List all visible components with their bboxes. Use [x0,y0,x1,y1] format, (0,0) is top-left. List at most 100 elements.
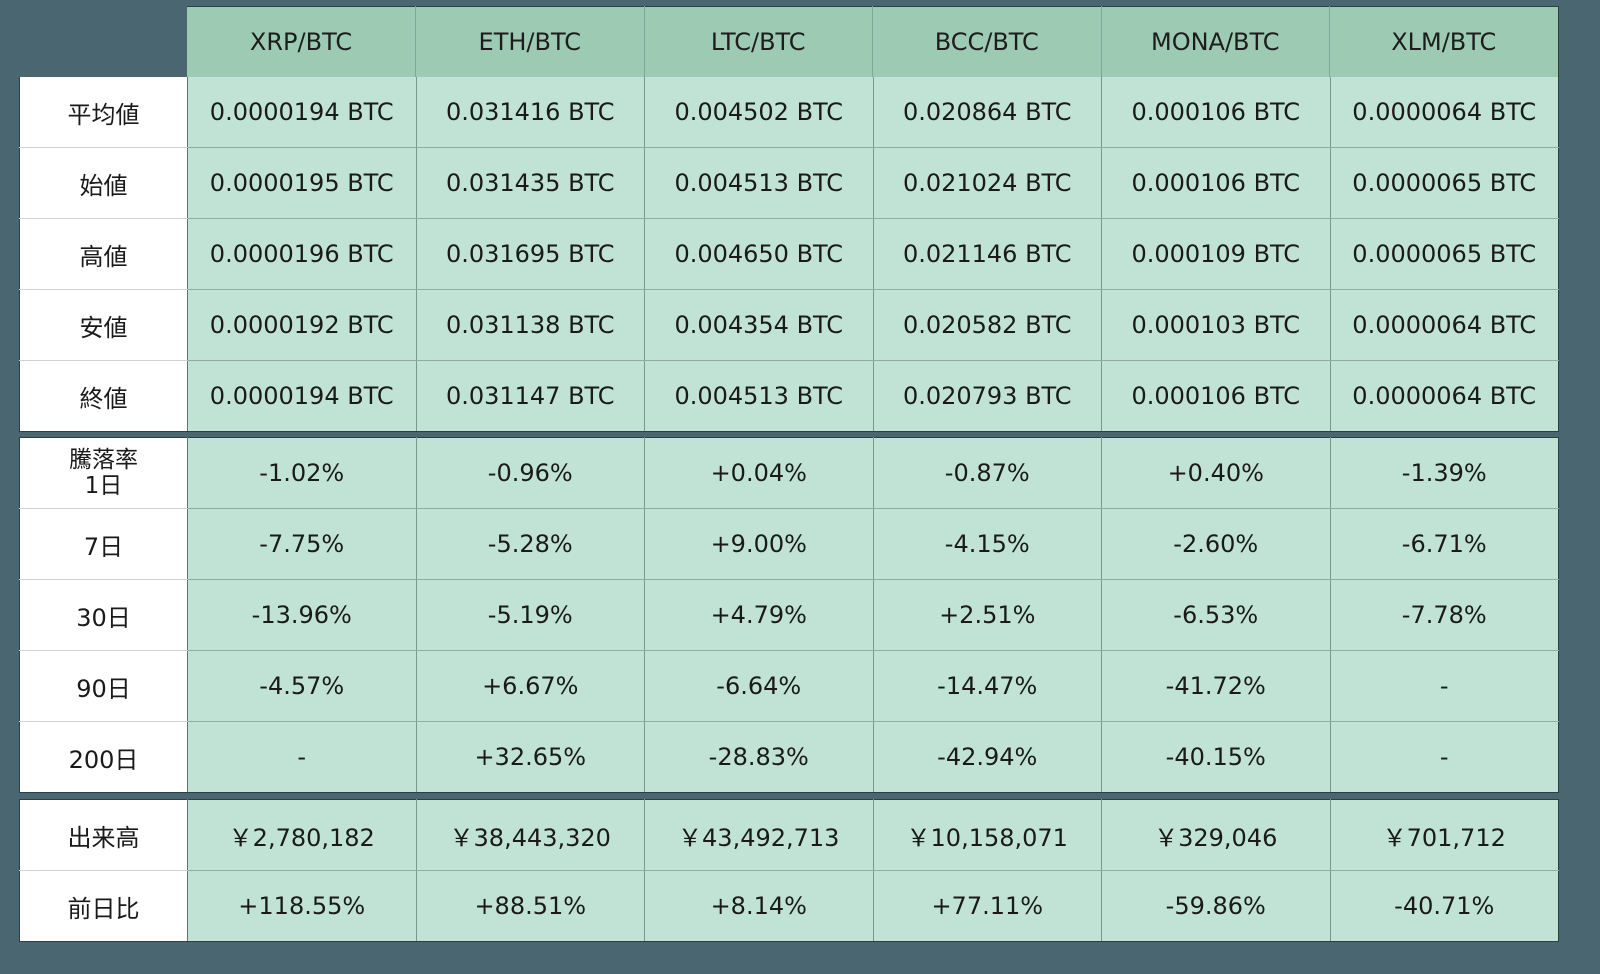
table-cell: - [1330,650,1559,722]
row-label-average: 平均値 [19,77,188,148]
table-cell: -6.64% [644,650,874,722]
table-row-30d: 30日 -13.96% -5.19% +4.79% +2.51% -6.53% … [19,579,1559,651]
row-label-close: 終値 [19,360,188,432]
table-cell: ￥43,492,713 [644,799,874,871]
change-rate-title: 騰落率 [69,447,138,473]
row-label-high: 高値 [19,218,188,290]
row-label-1d: 騰落率 1日 [19,437,188,509]
table-cell: 0.000106 BTC [1101,77,1331,148]
table-cell: -1.39% [1330,437,1559,509]
table-row-day-over-day: 前日比 +118.55% +88.51% +8.14% +77.11% -59.… [19,870,1559,942]
table-cell: 0.0000196 BTC [187,218,417,290]
table-cell: 0.031695 BTC [416,218,645,290]
table-cell: 0.000103 BTC [1101,289,1331,361]
column-header-bcc-btc: BCC/BTC [872,6,1102,78]
table-cell: +0.04% [644,437,874,509]
table-cell: +77.11% [873,870,1102,942]
table-cell: 0.021146 BTC [873,218,1102,290]
row-label-1d-text: 1日 [84,473,123,499]
table-cell: 0.031147 BTC [416,360,645,432]
table-cell: ￥329,046 [1101,799,1331,871]
table-cell: 0.004650 BTC [644,218,874,290]
row-label-volume: 出来高 [19,799,188,871]
table-cell: -0.87% [873,437,1102,509]
row-label-30d: 30日 [19,579,188,651]
table-cell: -4.15% [873,508,1102,580]
table-cell: -2.60% [1101,508,1331,580]
table-cell: 0.0000064 BTC [1330,360,1559,432]
row-label-low: 安値 [19,289,188,361]
table-cell: 0.0000065 BTC [1330,147,1559,219]
table-cell: - [1330,721,1559,793]
row-label-7d: 7日 [19,508,188,580]
table-cell: - [187,721,417,793]
row-label-200d: 200日 [19,721,188,793]
table-cell: -59.86% [1101,870,1331,942]
table-cell: 0.0000195 BTC [187,147,417,219]
table-cell: +9.00% [644,508,874,580]
table-cell: -7.75% [187,508,417,580]
table-cell: 0.0000194 BTC [187,360,417,432]
table-cell: -14.47% [873,650,1102,722]
table-cell: -5.19% [416,579,645,651]
table-cell: 0.000106 BTC [1101,360,1331,432]
table-row-average: 平均値 0.0000194 BTC 0.031416 BTC 0.004502 … [19,77,1559,148]
table-cell: +6.67% [416,650,645,722]
table-cell: -1.02% [187,437,417,509]
table-cell: 0.000106 BTC [1101,147,1331,219]
table-cell: -4.57% [187,650,417,722]
table-cell: +88.51% [416,870,645,942]
table-row-close: 終値 0.0000194 BTC 0.031147 BTC 0.004513 B… [19,360,1559,432]
table-cell: ￥10,158,071 [873,799,1102,871]
pair-header-table: XRP/BTC ETH/BTC LTC/BTC BCC/BTC MONA/BTC… [19,6,1559,78]
table-cell: 0.020582 BTC [873,289,1102,361]
table-cell: 0.021024 BTC [873,147,1102,219]
volume-table: 出来高 ￥2,780,182 ￥38,443,320 ￥43,492,713 ￥… [19,799,1559,942]
table-cell: -6.53% [1101,579,1331,651]
table-cell: 0.031435 BTC [416,147,645,219]
table-cell: 0.000109 BTC [1101,218,1331,290]
table-cell: 0.0000064 BTC [1330,77,1559,148]
table-cell: -40.71% [1330,870,1559,942]
table-cell: -7.78% [1330,579,1559,651]
column-header-eth-btc: ETH/BTC [415,6,645,78]
row-label-day-over-day: 前日比 [19,870,188,942]
table-cell: 0.031138 BTC [416,289,645,361]
table-cell: +2.51% [873,579,1102,651]
table-cell: ￥38,443,320 [416,799,645,871]
table-cell: +32.65% [416,721,645,793]
table-cell: -13.96% [187,579,417,651]
table-cell: 0.004502 BTC [644,77,874,148]
table-cell: 0.020793 BTC [873,360,1102,432]
table-cell: 0.0000064 BTC [1330,289,1559,361]
table-cell: +0.40% [1101,437,1331,509]
table-cell: 0.004354 BTC [644,289,874,361]
table-cell: 0.0000192 BTC [187,289,417,361]
table-row-200d: 200日 - +32.65% -28.83% -42.94% -40.15% - [19,721,1559,793]
table-row-high: 高値 0.0000196 BTC 0.031695 BTC 0.004650 B… [19,218,1559,290]
column-header-xlm-btc: XLM/BTC [1329,6,1559,78]
table-cell: 0.031416 BTC [416,77,645,148]
row-label-open: 始値 [19,147,188,219]
table-cell: -0.96% [416,437,645,509]
table-cell: +8.14% [644,870,874,942]
table-cell: 0.0000194 BTC [187,77,417,148]
table-cell: +118.55% [187,870,417,942]
table-cell: -41.72% [1101,650,1331,722]
header-corner [19,6,187,78]
change-rate-table: 騰落率 1日 -1.02% -0.96% +0.04% -0.87% +0.40… [19,437,1559,793]
table-cell: -40.15% [1101,721,1331,793]
table-cell: +4.79% [644,579,874,651]
table-cell: -5.28% [416,508,645,580]
price-table: 平均値 0.0000194 BTC 0.031416 BTC 0.004502 … [19,77,1559,432]
column-header-xrp-btc: XRP/BTC [187,6,416,78]
table-cell: -6.71% [1330,508,1559,580]
table-row-7d: 7日 -7.75% -5.28% +9.00% -4.15% -2.60% -6… [19,508,1559,580]
table-row-open: 始値 0.0000195 BTC 0.031435 BTC 0.004513 B… [19,147,1559,219]
table-cell: ￥2,780,182 [187,799,417,871]
row-label-90d: 90日 [19,650,188,722]
pair-header-row: XRP/BTC ETH/BTC LTC/BTC BCC/BTC MONA/BTC… [19,6,1559,78]
table-cell: 0.004513 BTC [644,147,874,219]
table-row-volume: 出来高 ￥2,780,182 ￥38,443,320 ￥43,492,713 ￥… [19,799,1559,871]
table-cell: ￥701,712 [1330,799,1559,871]
